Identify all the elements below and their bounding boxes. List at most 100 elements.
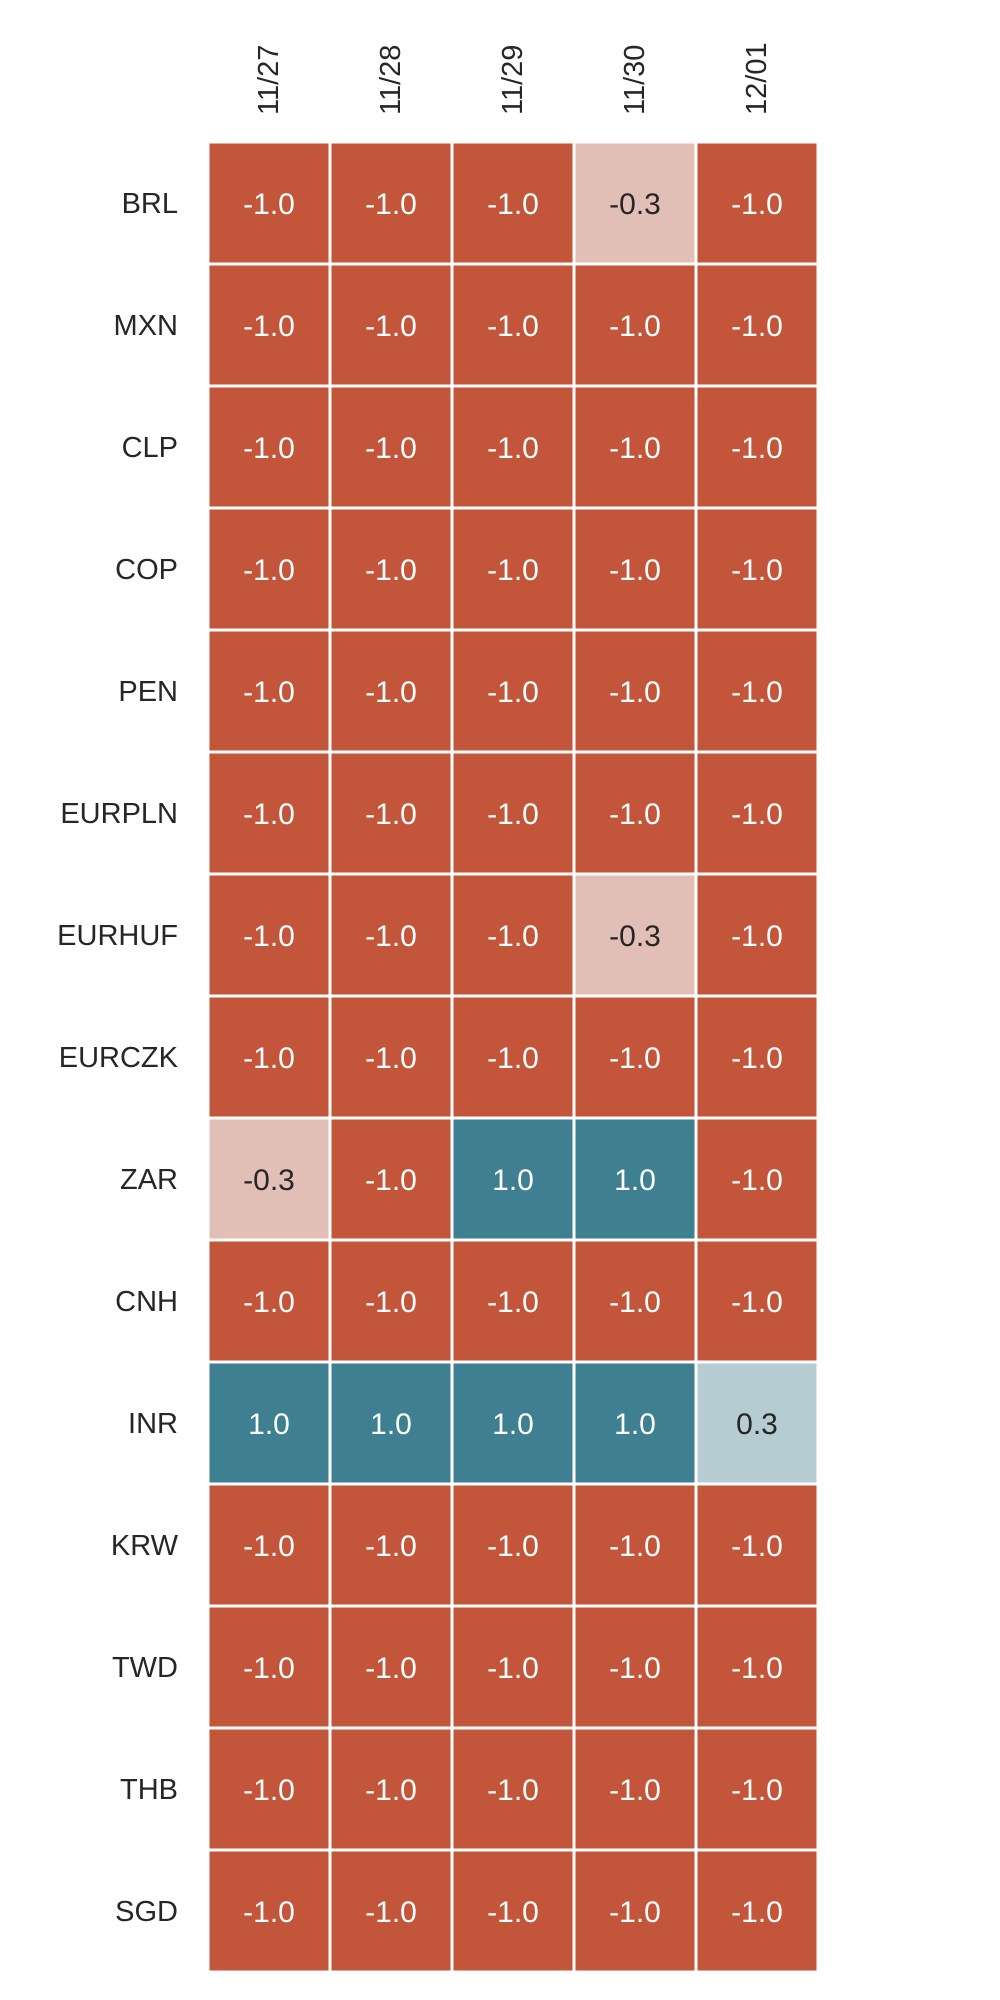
column-label-2: 11/29 xyxy=(497,45,529,115)
row-label-zar: ZAR xyxy=(120,1164,178,1196)
heatmap-cell xyxy=(450,1726,576,1852)
heatmap-cell-value: 1.0 xyxy=(492,1408,534,1441)
heatmap-cell-value: -1.0 xyxy=(609,1774,661,1807)
heatmap-cell-value: 1.0 xyxy=(370,1408,412,1441)
heatmap-cell-value: -1.0 xyxy=(243,554,295,587)
heatmap-cell-value: -1.0 xyxy=(365,188,417,221)
heatmap-cell-value: 0.3 xyxy=(736,1408,778,1441)
heatmap-cell xyxy=(206,994,332,1120)
heatmap-cell xyxy=(206,1604,332,1730)
heatmap-cell-value: -1.0 xyxy=(243,1286,295,1319)
heatmap-cell xyxy=(206,1360,332,1486)
heatmap-cell-value: -1.0 xyxy=(487,1652,539,1685)
heatmap-cell-value: 1.0 xyxy=(492,1164,534,1197)
heatmap-cell-value: -1.0 xyxy=(731,1896,783,1929)
row-label-twd: TWD xyxy=(112,1652,178,1684)
heatmap-cell xyxy=(328,628,454,754)
heatmap-cell xyxy=(694,262,820,388)
heatmap-cell-value: -1.0 xyxy=(365,798,417,831)
heatmap-cell-value: -1.0 xyxy=(731,310,783,343)
heatmap-cell xyxy=(206,1726,332,1852)
heatmap-cell-value: -1.0 xyxy=(243,798,295,831)
heatmap-cell xyxy=(694,1238,820,1364)
heatmap-cell-value: -1.0 xyxy=(243,310,295,343)
heatmap-cell xyxy=(206,1482,332,1608)
heatmap-cell xyxy=(450,1238,576,1364)
heatmap-cell-value: 1.0 xyxy=(614,1164,656,1197)
heatmap-cells: -1.0 -1.0 -1.0 -0.3 -1.0 -1.0 -1.0 -1.0 -1.0 -1.0… xyxy=(206,140,820,1974)
heatmap-cell-value: -1.0 xyxy=(731,1530,783,1563)
heatmap-cell xyxy=(450,1360,576,1486)
heatmap-cell xyxy=(328,506,454,632)
heatmap-cell-value: -1.0 xyxy=(365,432,417,465)
heatmap-cell-value: -1.0 xyxy=(609,554,661,587)
heatmap-cell xyxy=(450,506,576,632)
heatmap-cell-value: -1.0 xyxy=(365,1530,417,1563)
heatmap-cell xyxy=(206,872,332,998)
heatmap-cell-value: -1.0 xyxy=(365,920,417,953)
heatmap-cell xyxy=(694,994,820,1120)
row-label-brl: BRL xyxy=(122,188,178,220)
row-label-inr: INR xyxy=(128,1408,178,1440)
row-label-eurczk: EURCZK xyxy=(59,1042,179,1074)
heatmap-cell-value: -1.0 xyxy=(731,432,783,465)
heatmap-cell xyxy=(572,1482,698,1608)
heatmap-cell-value: -1.0 xyxy=(487,188,539,221)
heatmap-cell-value: -1.0 xyxy=(487,798,539,831)
heatmap-cell-value: -1.0 xyxy=(365,310,417,343)
heatmap-cell-value: -1.0 xyxy=(243,188,295,221)
heatmap-cell xyxy=(572,1604,698,1730)
heatmap-cell-value: 1.0 xyxy=(248,1408,290,1441)
heatmap-cell-value: -1.0 xyxy=(243,1896,295,1929)
heatmap-cell xyxy=(328,1238,454,1364)
heatmap-cell-value: -1.0 xyxy=(731,1774,783,1807)
column-label-1: 11/28 xyxy=(375,45,407,115)
heatmap-cell-value: -1.0 xyxy=(487,310,539,343)
heatmap-cell-value: -1.0 xyxy=(487,1042,539,1075)
heatmap-cell-value: -1.0 xyxy=(365,1896,417,1929)
heatmap-cell-value: -1.0 xyxy=(365,1042,417,1075)
heatmap-cell-value: -1.0 xyxy=(609,310,661,343)
column-label-3: 11/30 xyxy=(619,45,651,115)
heatmap-cell xyxy=(328,1848,454,1974)
heatmap-cell xyxy=(206,628,332,754)
heatmap-cell-value: -1.0 xyxy=(609,676,661,709)
heatmap-cell xyxy=(572,506,698,632)
row-label-clp: CLP xyxy=(122,432,178,464)
heatmap-cell xyxy=(694,1726,820,1852)
heatmap-cell-value: 1.0 xyxy=(614,1408,656,1441)
heatmap-cell-value: -1.0 xyxy=(609,1042,661,1075)
heatmap-cell-value: -0.3 xyxy=(609,920,661,953)
heatmap-cell-value: -1.0 xyxy=(731,1164,783,1197)
heatmap-cell-value: -1.0 xyxy=(609,1530,661,1563)
heatmap-cell xyxy=(572,1238,698,1364)
heatmap-cell-value: -1.0 xyxy=(609,798,661,831)
heatmap-cell-value: -1.0 xyxy=(487,1896,539,1929)
heatmap-cell xyxy=(450,1848,576,1974)
heatmap-cell xyxy=(328,1726,454,1852)
heatmap-cell xyxy=(572,750,698,876)
heatmap-cell xyxy=(328,994,454,1120)
heatmap-cell xyxy=(694,1360,820,1486)
heatmap-cell xyxy=(450,262,576,388)
heatmap-cell-value: -1.0 xyxy=(487,554,539,587)
heatmap-cell-value: -1.0 xyxy=(243,1042,295,1075)
heatmap-cell xyxy=(450,628,576,754)
heatmap-cell-value: -1.0 xyxy=(243,1774,295,1807)
heatmap-cell-value: -0.3 xyxy=(243,1164,295,1197)
heatmap-cell-value: -1.0 xyxy=(731,1652,783,1685)
row-label-thb: THB xyxy=(120,1774,178,1806)
heatmap-cell-value: -1.0 xyxy=(243,920,295,953)
heatmap-cell-value: -1.0 xyxy=(731,554,783,587)
heatmap-cell-value: -1.0 xyxy=(365,1164,417,1197)
row-label-sgd: SGD xyxy=(115,1896,178,1928)
row-label-krw: KRW xyxy=(111,1530,179,1562)
heatmap-cell xyxy=(694,1604,820,1730)
heatmap-cell-value: -1.0 xyxy=(243,1530,295,1563)
heatmap-cell-value: -1.0 xyxy=(609,1896,661,1929)
heatmap-cell xyxy=(328,384,454,510)
row-label-eurhuf: EURHUF xyxy=(57,920,178,952)
heatmap-cell-value: -1.0 xyxy=(487,432,539,465)
column-label-4: 12/01 xyxy=(741,42,773,115)
heatmap-cell xyxy=(694,1116,820,1242)
